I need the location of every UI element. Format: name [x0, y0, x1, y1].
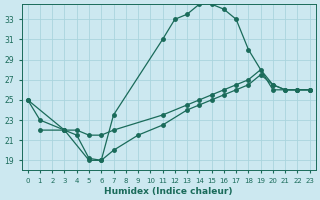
X-axis label: Humidex (Indice chaleur): Humidex (Indice chaleur)	[104, 187, 233, 196]
